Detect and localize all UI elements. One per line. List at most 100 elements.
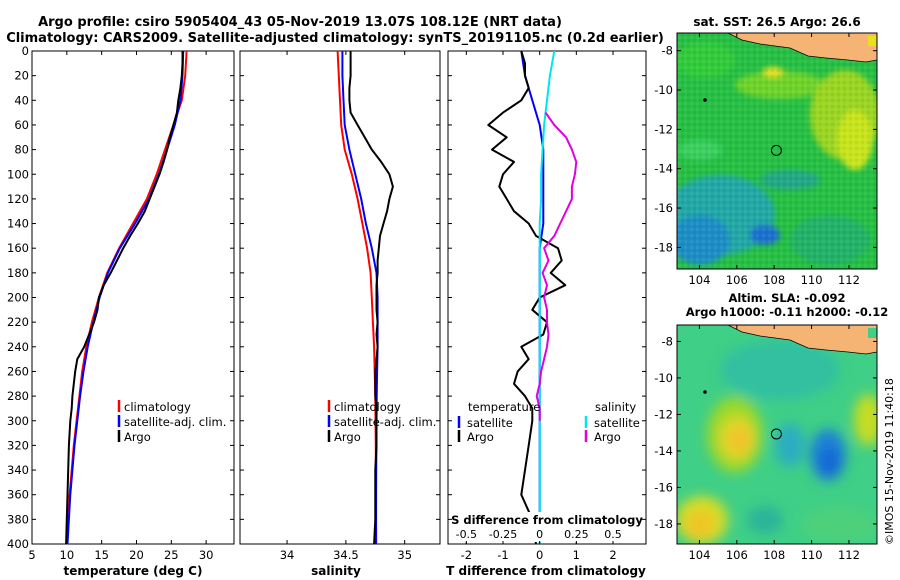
s-difference-ticks: -0.5 -0.25 0 0.25 0.5 xyxy=(456,528,622,544)
s-tick-label: -0.25 xyxy=(489,528,517,541)
s-tick-label: -0.5 xyxy=(456,528,477,541)
salinity-panel: 34 34.5 35 salinity climatology satellite-… xyxy=(239,50,441,578)
salinity-y-ticks xyxy=(240,50,440,545)
island-marker xyxy=(703,390,707,394)
map-x-tick-label: 112 xyxy=(838,273,860,287)
x-tick-label: -2 xyxy=(461,548,472,562)
map-y-tick-label: -12 xyxy=(654,407,673,421)
x-tick-label: 0 xyxy=(536,548,543,562)
sla-map-ticks: 104 106 108 110 112 -8 -10 -12 -14 -16 -18 xyxy=(654,325,877,562)
y-tick-label: 280 xyxy=(7,389,29,403)
sla-map: Altim. SLA: -0.092 Argo h1000: -0.11 h20… xyxy=(654,291,888,562)
map-x-tick-label: 104 xyxy=(688,548,710,562)
difference-y-ticks xyxy=(448,50,646,545)
map-y-tick-label: -12 xyxy=(654,122,673,136)
map-y-tick-label: -8 xyxy=(662,334,673,348)
series-line-salinity-argo xyxy=(535,112,578,421)
map-y-tick-label: -16 xyxy=(654,201,673,215)
map-x-tick-label: 110 xyxy=(801,548,823,562)
temperature-xlabel: temperature (deg C) xyxy=(64,564,203,578)
x-tick-label: 10 xyxy=(60,548,75,562)
series-line-argo xyxy=(65,51,184,544)
legend-label-satellite: satellite-adj. clim. xyxy=(124,415,226,429)
sla-map-frame xyxy=(676,324,878,545)
x-tick-label: -1 xyxy=(497,548,508,562)
y-tick-label: 80 xyxy=(14,143,29,157)
y-tick-label: 300 xyxy=(7,414,29,428)
series-line-salinity-satellite xyxy=(538,51,556,544)
imos-credit: ©IMOS 15-Nov-2019 11:40:18 xyxy=(883,378,896,545)
argo-position-marker xyxy=(770,428,782,440)
difference-series xyxy=(487,51,578,544)
map-x-tick-label: 110 xyxy=(801,273,823,287)
y-tick-label: 180 xyxy=(7,266,29,280)
map-y-tick-label: -10 xyxy=(654,371,673,385)
y-tick-label: 160 xyxy=(7,241,29,255)
y-tick-label: 400 xyxy=(7,537,29,551)
legend-label-climatology: climatology xyxy=(124,400,191,414)
series-line-argo xyxy=(348,51,394,544)
map-x-tick-label: 106 xyxy=(726,548,748,562)
sla-field xyxy=(677,325,877,544)
x-tick-label: 25 xyxy=(164,548,179,562)
map-y-tick-label: -8 xyxy=(662,44,673,58)
sla-map-title-2: Argo h1000: -0.11 h2000: -0.12 xyxy=(686,305,889,319)
y-tick-label: 380 xyxy=(7,512,29,526)
map-x-tick-label: 108 xyxy=(763,548,785,562)
y-tick-label: 320 xyxy=(7,438,29,452)
difference-panel: -2 -1 0 1 2 S difference from climatology -0… xyxy=(446,50,647,578)
difference-legend-salinity: salinity satellite Argo xyxy=(584,400,640,444)
legend-title-salinity: salinity xyxy=(595,400,636,414)
x-tick-label: 15 xyxy=(94,548,109,562)
title-line-1: Argo profile: csiro 5905404_43 05-Nov-20… xyxy=(38,15,562,30)
map-x-tick-label: 112 xyxy=(838,548,860,562)
salinity-x-ticks: 34 34.5 35 xyxy=(280,51,412,562)
temperature-panel: 0 20 40 60 80 100 120 140 160 180 200 220 240 260 280 3… xyxy=(7,44,235,578)
x-tick-label: 5 xyxy=(28,548,35,562)
x-tick-label: 1 xyxy=(573,548,580,562)
map-x-tick-label: 108 xyxy=(763,273,785,287)
s-axis-background xyxy=(452,512,642,542)
sst-map-frame xyxy=(676,32,878,270)
s-difference-label: S difference from climatology xyxy=(451,513,643,527)
land-polygon xyxy=(727,325,877,355)
island-marker xyxy=(703,98,707,102)
s-tick-label: 0.25 xyxy=(564,528,589,541)
y-tick-label: 360 xyxy=(7,488,29,502)
salinity-series xyxy=(336,51,394,544)
map-y-tick-label: -18 xyxy=(654,517,673,531)
y-tick-label: 200 xyxy=(7,291,29,305)
map-x-tick-label: 106 xyxy=(726,273,748,287)
x-tick-label: 20 xyxy=(129,548,144,562)
y-tick-label: 260 xyxy=(7,364,29,378)
legend-label-argo: Argo xyxy=(334,430,361,444)
temperature-y-ticks: 0 20 40 60 80 100 120 140 160 180 200 220 240 260 280 3… xyxy=(7,44,234,551)
legend-label-climatology: climatology xyxy=(334,400,401,414)
x-tick-label: 35 xyxy=(397,548,412,562)
map-y-tick-label: -14 xyxy=(654,162,673,176)
sla-map-title-1: Altim. SLA: -0.092 xyxy=(728,291,845,305)
sst-map: sat. SST: 26.5 Argo: 26.6 xyxy=(654,15,878,287)
y-tick-label: 0 xyxy=(22,44,29,58)
y-tick-label: 60 xyxy=(14,118,29,132)
salinity-xlabel: salinity xyxy=(311,564,361,578)
y-tick-label: 340 xyxy=(7,463,29,477)
map-y-tick-label: -18 xyxy=(654,240,673,254)
legend-label-s-argo: Argo xyxy=(594,430,621,444)
y-tick-label: 120 xyxy=(7,192,29,206)
y-tick-label: 140 xyxy=(7,217,29,231)
map-y-tick-label: -16 xyxy=(654,480,673,494)
temperature-axes-frame xyxy=(31,50,235,545)
series-line-temperature-argo xyxy=(487,51,567,544)
s-tick-label: 0.5 xyxy=(604,528,622,541)
title-line-2: Climatology: CARS2009. Satellite-adjuste… xyxy=(6,31,664,46)
difference-legend-temperature: temperature satellite Argo xyxy=(457,400,540,444)
y-tick-label: 40 xyxy=(14,93,29,107)
legend-label-t-satellite: satellite xyxy=(467,416,513,430)
temperature-series xyxy=(65,51,188,544)
legend-label-satellite: satellite-adj. clim. xyxy=(334,415,436,429)
x-tick-label: 30 xyxy=(199,548,214,562)
legend-title-temperature: temperature xyxy=(468,400,540,414)
y-tick-label: 240 xyxy=(7,340,29,354)
